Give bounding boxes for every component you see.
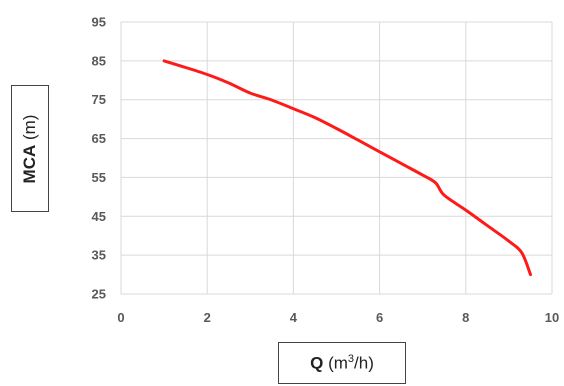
x-axis-unit-prefix: (m	[328, 353, 348, 373]
y-axis-label: MCA (m)	[20, 114, 40, 183]
line-chart: 95 85 75 65 55 45 35 25 0 2 4 6 8 10	[92, 15, 560, 326]
y-tick-label: 85	[92, 53, 106, 68]
x-tick-label: 10	[545, 310, 559, 325]
x-tick-label: 0	[117, 310, 124, 325]
x-tick-label: 8	[462, 310, 469, 325]
x-tick-labels: 0 2 4 6 8 10	[117, 310, 559, 325]
y-tick-label: 75	[92, 92, 106, 107]
y-axis-label-box: MCA (m)	[11, 85, 49, 212]
gridlines	[120, 21, 553, 295]
x-axis-unit-superscript: 3	[347, 352, 355, 365]
y-tick-label: 65	[92, 131, 106, 146]
x-tick-label: 6	[376, 310, 383, 325]
x-axis-symbol: Q	[310, 353, 324, 373]
y-axis-unit: (m)	[20, 114, 39, 140]
x-axis-label-box: Q (m3/h)	[278, 342, 406, 384]
y-tick-label: 55	[92, 170, 106, 185]
y-tick-labels: 95 85 75 65 55 45 35 25	[92, 15, 106, 302]
x-tick-label: 2	[204, 310, 211, 325]
x-axis-unit-suffix: /h)	[354, 353, 374, 373]
y-tick-label: 25	[92, 287, 106, 302]
series-layer	[162, 59, 532, 277]
y-axis-symbol: MCA	[20, 144, 39, 183]
series-line	[162, 59, 532, 277]
y-tick-label: 35	[92, 248, 106, 263]
y-tick-label: 95	[92, 15, 106, 30]
x-axis-label: Q (m3/h)	[310, 353, 374, 374]
x-tick-label: 4	[290, 310, 298, 325]
y-tick-label: 45	[92, 209, 106, 224]
